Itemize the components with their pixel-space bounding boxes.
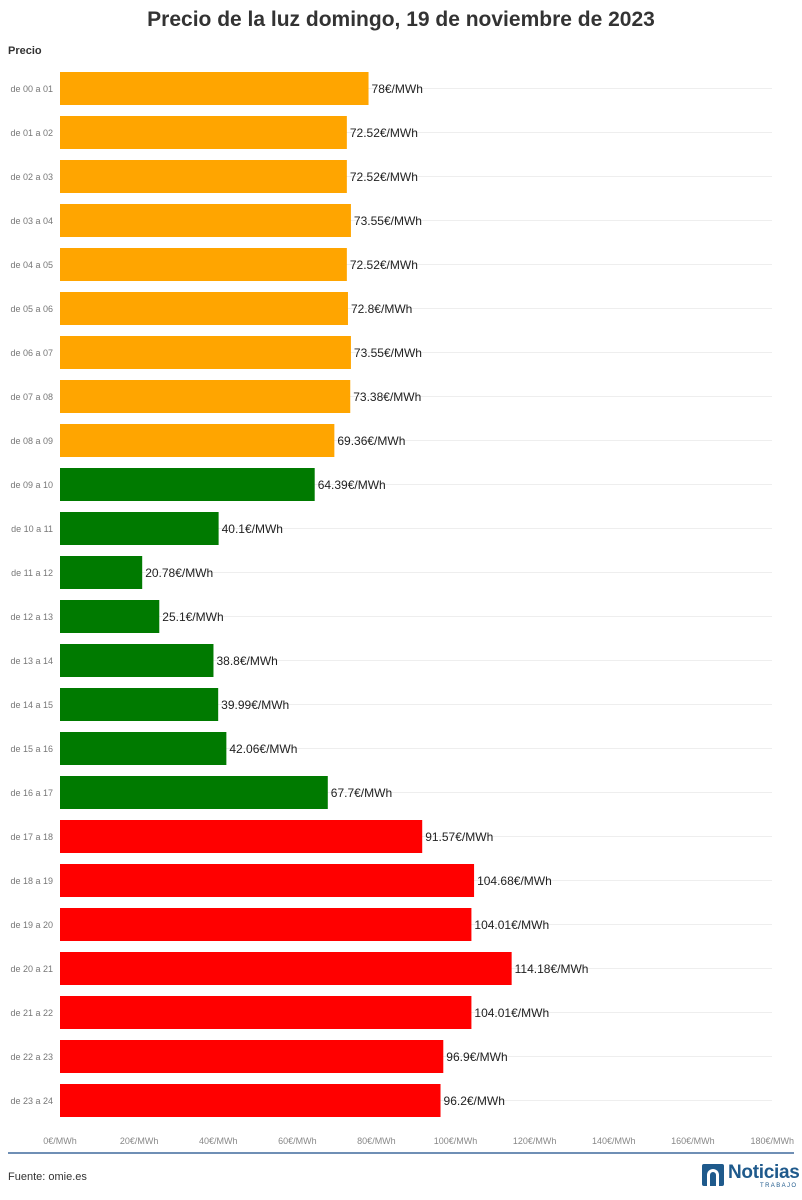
logo-icon: [702, 1164, 724, 1186]
data-label: 73.55€/MWh: [354, 346, 422, 360]
data-label: 114.18€/MWh: [515, 962, 589, 976]
x-tick-label: 0€/MWh: [43, 1136, 77, 1146]
category-label: de 22 a 23: [10, 1052, 53, 1062]
chart-title: Precio de la luz domingo, 19 de noviembr…: [147, 8, 655, 31]
x-tick-label: 80€/MWh: [357, 1136, 396, 1146]
bar: [60, 600, 160, 633]
category-label: de 09 a 10: [10, 480, 53, 490]
x-tick-label: 180€/MWh: [750, 1136, 794, 1146]
data-label: 25.1€/MWh: [162, 610, 223, 624]
category-label: de 12 a 13: [10, 612, 53, 622]
bar: [60, 556, 143, 589]
data-label: 96.2€/MWh: [444, 1094, 505, 1108]
x-tick-label: 120€/MWh: [513, 1136, 557, 1146]
bar: [60, 248, 347, 281]
bar: [60, 204, 351, 237]
x-tick-label: 140€/MWh: [592, 1136, 636, 1146]
logo-subtext: TRABAJO: [760, 1183, 798, 1189]
category-label: de 05 a 06: [10, 304, 53, 314]
category-label: de 20 a 21: [10, 964, 53, 974]
x-tick-label: 160€/MWh: [671, 1136, 715, 1146]
noticias-trabajo-logo[interactable]: Noticias TRABAJO: [702, 1162, 800, 1190]
x-tick-label: 40€/MWh: [199, 1136, 238, 1146]
category-label: de 21 a 22: [10, 1008, 53, 1018]
bar: [60, 512, 219, 545]
data-label: 72.52€/MWh: [350, 170, 418, 184]
bar: [60, 380, 351, 413]
bar: [60, 908, 472, 941]
data-label: 73.55€/MWh: [354, 214, 422, 228]
bar: [60, 160, 347, 193]
data-label: 38.8€/MWh: [216, 654, 277, 668]
x-tick-label: 20€/MWh: [120, 1136, 159, 1146]
category-label: de 00 a 01: [10, 84, 53, 94]
category-label: de 18 a 19: [10, 876, 53, 886]
data-label: 39.99€/MWh: [221, 698, 289, 712]
category-label: de 11 a 12: [11, 568, 53, 578]
category-label: de 19 a 20: [10, 920, 53, 930]
category-label: de 10 a 11: [11, 524, 53, 534]
data-label: 104.01€/MWh: [474, 918, 549, 932]
data-label: 67.7€/MWh: [331, 786, 392, 800]
bar: [60, 776, 328, 809]
category-label: de 06 a 07: [10, 348, 53, 358]
bar-chart: de 00 a 01 78€/MWh de 01 a 02 72.52€/MWh de …: [10, 72, 794, 1146]
bar: [60, 468, 315, 501]
bar: [60, 424, 335, 457]
data-label: 91.57€/MWh: [425, 830, 493, 844]
data-label: 73.38€/MWh: [353, 390, 421, 404]
bar: [60, 864, 475, 897]
data-label: 69.36€/MWh: [337, 434, 405, 448]
logo-text: Noticias: [728, 1162, 800, 1183]
data-label: 72.52€/MWh: [350, 126, 418, 140]
category-label: de 23 a 24: [10, 1096, 53, 1106]
x-tick-label: 100€/MWh: [434, 1136, 478, 1146]
category-label: de 13 a 14: [10, 656, 53, 666]
data-label: 104.68€/MWh: [477, 874, 552, 888]
category-label: de 17 a 18: [10, 832, 53, 842]
category-label: de 03 a 04: [10, 216, 53, 226]
data-label: 40.1€/MWh: [222, 522, 283, 536]
data-label: 64.39€/MWh: [318, 478, 386, 492]
category-label: de 01 a 02: [10, 128, 53, 138]
category-label: de 07 a 08: [10, 392, 53, 402]
bar: [60, 952, 512, 985]
category-label: de 04 a 05: [10, 260, 53, 270]
bar: [60, 644, 214, 677]
bar: [60, 292, 348, 325]
bar: [60, 820, 423, 853]
bar: [60, 1040, 444, 1073]
footer-divider: [8, 1152, 794, 1154]
x-tick-label: 60€/MWh: [278, 1136, 317, 1146]
bar: [60, 1084, 441, 1117]
data-label: 72.52€/MWh: [350, 258, 418, 272]
bar: [60, 732, 227, 765]
bar: [60, 996, 472, 1029]
category-label: de 15 a 16: [10, 744, 53, 754]
bar: [60, 336, 351, 369]
data-label: 42.06€/MWh: [229, 742, 297, 756]
category-label: de 08 a 09: [10, 436, 53, 446]
data-label: 72.8€/MWh: [351, 302, 412, 316]
data-label: 78€/MWh: [372, 82, 423, 96]
category-label: de 02 a 03: [10, 172, 53, 182]
bar: [60, 688, 219, 721]
data-label: 104.01€/MWh: [474, 1006, 549, 1020]
y-axis-label: Precio: [8, 45, 42, 57]
bar: [60, 72, 369, 105]
category-label: de 16 a 17: [10, 788, 53, 798]
data-label: 20.78€/MWh: [145, 566, 213, 580]
category-label: de 14 a 15: [10, 700, 53, 710]
source-note: Fuente: omie.es: [8, 1171, 87, 1183]
bar: [60, 116, 347, 149]
data-label: 96.9€/MWh: [446, 1050, 507, 1064]
